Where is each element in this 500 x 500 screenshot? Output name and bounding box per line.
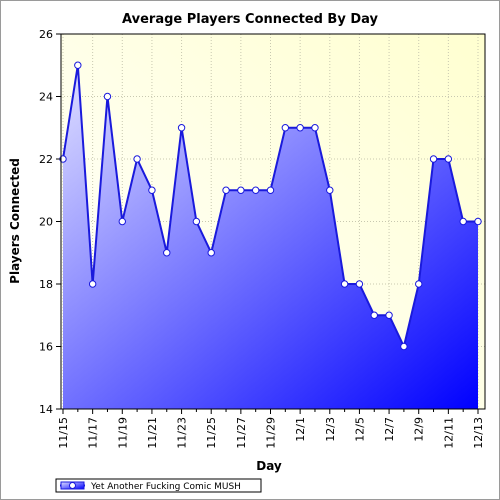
x-tick-label: 11/23 xyxy=(176,417,189,449)
data-point xyxy=(207,249,215,257)
x-tick-label: 12/11 xyxy=(442,417,455,449)
x-tick-label: 11/19 xyxy=(116,417,129,449)
x-tick-label: 11/27 xyxy=(235,417,248,449)
data-point xyxy=(133,155,141,163)
data-point xyxy=(192,217,201,226)
data-point xyxy=(222,186,230,194)
x-tick-label: 11/17 xyxy=(87,417,100,449)
data-point xyxy=(74,61,82,69)
x-axis: 11/15 11/17 11/19 11/21 11/23 11/25 11/27 11/29… xyxy=(57,409,485,449)
chart-title: Average Players Connected By Day xyxy=(122,12,378,27)
y-tick-label: 14 xyxy=(39,403,53,416)
x-tick-label: 11/21 xyxy=(146,417,159,449)
y-axis: 14 16 18 20 22 24 26 xyxy=(39,28,61,416)
data-point xyxy=(163,249,171,257)
y-tick-label: 18 xyxy=(39,278,53,291)
data-point xyxy=(311,124,319,132)
x-tick-label: 12/1 xyxy=(294,417,307,442)
x-tick-label: 12/9 xyxy=(413,417,426,442)
y-tick-label: 16 xyxy=(39,341,53,354)
legend-label: Yet Another Fucking Comic MUSH xyxy=(90,482,241,492)
data-point xyxy=(88,280,97,288)
data-point xyxy=(415,280,423,288)
data-point xyxy=(266,186,275,194)
data-point xyxy=(103,92,112,101)
x-tick-label: 11/29 xyxy=(265,417,278,449)
data-point xyxy=(177,124,186,132)
data-point xyxy=(281,124,290,132)
x-axis-title: Day xyxy=(256,459,282,473)
data-point xyxy=(340,280,349,288)
series-area xyxy=(63,65,478,409)
data-point xyxy=(444,155,453,163)
y-axis-title: Players Connected xyxy=(8,158,22,284)
x-tick-label: 12/5 xyxy=(353,417,366,442)
x-tick-label: 11/15 xyxy=(57,417,70,449)
data-point xyxy=(118,217,126,226)
x-tick-label: 12/3 xyxy=(324,417,337,442)
data-point xyxy=(370,311,378,319)
x-tick-label: 12/7 xyxy=(383,417,396,442)
legend: Yet Another Fucking Comic MUSH xyxy=(55,478,262,493)
data-point xyxy=(296,124,304,132)
y-tick-label: 20 xyxy=(39,216,53,229)
y-tick-label: 22 xyxy=(39,153,53,166)
y-tick-label: 24 xyxy=(39,91,53,104)
data-point xyxy=(237,186,245,194)
data-point xyxy=(429,155,438,163)
data-point xyxy=(400,342,408,351)
x-tick-label: 12/13 xyxy=(472,417,485,449)
data-point xyxy=(355,280,364,288)
data-point xyxy=(474,217,482,226)
y-tick-label: 26 xyxy=(39,28,53,41)
legend-marker xyxy=(69,482,76,489)
data-point xyxy=(148,186,156,194)
legend-box xyxy=(55,478,262,493)
x-tick-label: 11/25 xyxy=(205,417,218,449)
data-point xyxy=(251,186,260,194)
data-point xyxy=(385,311,393,319)
data-point xyxy=(459,217,467,226)
data-point xyxy=(326,186,334,194)
